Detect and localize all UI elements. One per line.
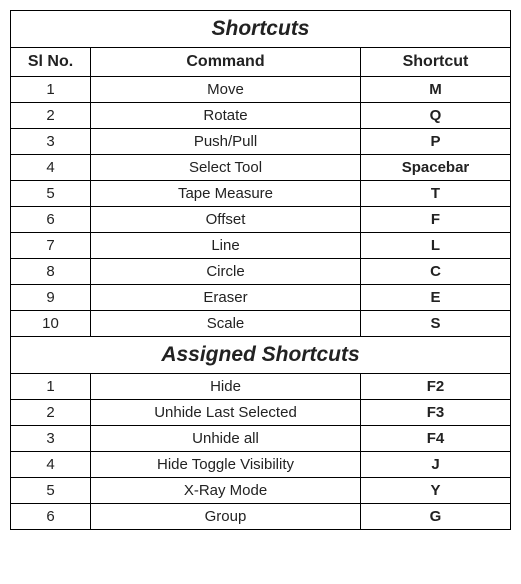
- command-cell: Push/Pull: [91, 129, 361, 155]
- header-shortcut: Shortcut: [361, 48, 511, 77]
- shortcut-cell: F2: [361, 374, 511, 400]
- sl-cell: 10: [11, 311, 91, 337]
- shortcut-cell: C: [361, 259, 511, 285]
- sl-cell: 9: [11, 285, 91, 311]
- command-cell: Select Tool: [91, 155, 361, 181]
- sl-cell: 8: [11, 259, 91, 285]
- shortcut-cell: L: [361, 233, 511, 259]
- shortcut-cell: F4: [361, 426, 511, 452]
- header-row: Sl No. Command Shortcut: [11, 48, 511, 77]
- table-row: 5Tape MeasureT: [11, 181, 511, 207]
- sl-cell: 1: [11, 77, 91, 103]
- shortcut-cell: Spacebar: [361, 155, 511, 181]
- sl-cell: 7: [11, 233, 91, 259]
- table-row: 2Unhide Last SelectedF3: [11, 400, 511, 426]
- shortcut-cell: S: [361, 311, 511, 337]
- sl-cell: 5: [11, 478, 91, 504]
- table-row: 3Push/PullP: [11, 129, 511, 155]
- table-row: 6GroupG: [11, 504, 511, 530]
- table-row: 1HideF2: [11, 374, 511, 400]
- command-cell: Circle: [91, 259, 361, 285]
- command-cell: Hide Toggle Visibility: [91, 452, 361, 478]
- shortcut-cell: T: [361, 181, 511, 207]
- command-cell: X-Ray Mode: [91, 478, 361, 504]
- shortcut-cell: Q: [361, 103, 511, 129]
- command-cell: Scale: [91, 311, 361, 337]
- sl-cell: 3: [11, 129, 91, 155]
- shortcut-cell: P: [361, 129, 511, 155]
- command-cell: Group: [91, 504, 361, 530]
- section-title-row: Shortcuts: [11, 11, 511, 48]
- table-row: 10ScaleS: [11, 311, 511, 337]
- command-cell: Rotate: [91, 103, 361, 129]
- command-cell: Move: [91, 77, 361, 103]
- shortcut-cell: Y: [361, 478, 511, 504]
- command-cell: Offset: [91, 207, 361, 233]
- sl-cell: 4: [11, 155, 91, 181]
- shortcut-cell: J: [361, 452, 511, 478]
- table-row: 3Unhide allF4: [11, 426, 511, 452]
- table-row: 7LineL: [11, 233, 511, 259]
- command-cell: Line: [91, 233, 361, 259]
- sl-cell: 5: [11, 181, 91, 207]
- sl-cell: 6: [11, 504, 91, 530]
- header-command: Command: [91, 48, 361, 77]
- shortcuts-table: Shortcuts Sl No. Command Shortcut 1MoveM…: [10, 10, 511, 530]
- command-cell: Unhide Last Selected: [91, 400, 361, 426]
- sl-cell: 4: [11, 452, 91, 478]
- command-cell: Tape Measure: [91, 181, 361, 207]
- command-cell: Eraser: [91, 285, 361, 311]
- table-row: 6OffsetF: [11, 207, 511, 233]
- table-row: 4Hide Toggle VisibilityJ: [11, 452, 511, 478]
- table-row: 9EraserE: [11, 285, 511, 311]
- sl-cell: 6: [11, 207, 91, 233]
- table-row: 4Select ToolSpacebar: [11, 155, 511, 181]
- table-row: 2RotateQ: [11, 103, 511, 129]
- header-sl: Sl No.: [11, 48, 91, 77]
- sl-cell: 2: [11, 103, 91, 129]
- section-title-row: Assigned Shortcuts: [11, 337, 511, 374]
- shortcuts-title: Shortcuts: [11, 11, 511, 48]
- command-cell: Unhide all: [91, 426, 361, 452]
- shortcut-cell: E: [361, 285, 511, 311]
- sl-cell: 1: [11, 374, 91, 400]
- shortcut-cell: F3: [361, 400, 511, 426]
- sl-cell: 2: [11, 400, 91, 426]
- command-cell: Hide: [91, 374, 361, 400]
- sl-cell: 3: [11, 426, 91, 452]
- table-row: 1MoveM: [11, 77, 511, 103]
- shortcut-cell: F: [361, 207, 511, 233]
- shortcut-cell: G: [361, 504, 511, 530]
- table-row: 8CircleC: [11, 259, 511, 285]
- shortcut-cell: M: [361, 77, 511, 103]
- table-row: 5X-Ray ModeY: [11, 478, 511, 504]
- assigned-title: Assigned Shortcuts: [11, 337, 511, 374]
